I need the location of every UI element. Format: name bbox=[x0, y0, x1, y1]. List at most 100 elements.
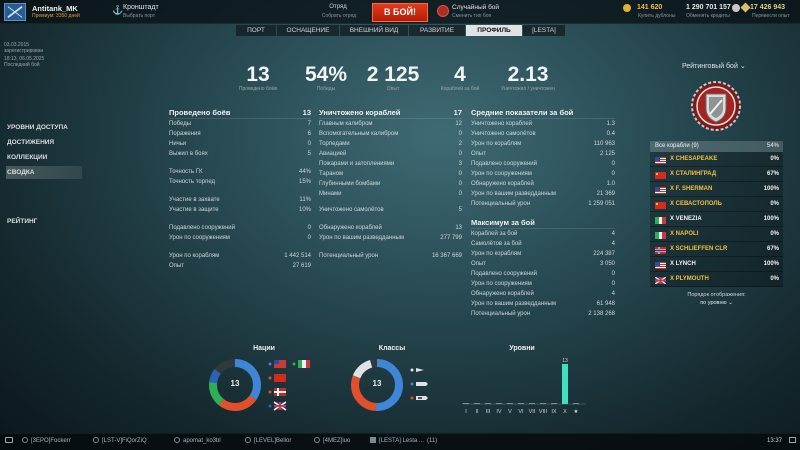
stat-label: Урон по сооружениям bbox=[471, 171, 532, 177]
ship-row[interactable]: X PLYMOUTH 0% bbox=[650, 272, 783, 287]
sort-dropdown[interactable]: по уровню ⌄ bbox=[650, 300, 783, 306]
ship-winrate: 0% bbox=[770, 156, 779, 162]
ship-winrate: 0% bbox=[770, 276, 779, 282]
level-tick-label: V bbox=[508, 409, 512, 415]
battle-mode-icon[interactable] bbox=[437, 5, 449, 17]
ship-winrate: 67% bbox=[766, 246, 779, 252]
tab-profile[interactable]: ПРОФИЛЬ bbox=[466, 25, 522, 36]
ship-row[interactable]: X F. SHERMAN 100% bbox=[650, 182, 783, 197]
credits-icon bbox=[732, 4, 740, 12]
main-tabs: ПОРТ ОСНАЩЕНИЕ ВНЕШНИЙ ВИД РАЗВИТИЕ ПРОФ… bbox=[236, 25, 566, 37]
tab-development[interactable]: РАЗВИТИЕ bbox=[409, 25, 465, 36]
chat-icon[interactable] bbox=[5, 437, 13, 443]
battle-mode-title[interactable]: Случайный бой bbox=[452, 4, 500, 11]
player-name[interactable]: Antitank_MK bbox=[32, 4, 78, 13]
free-xp-sub[interactable]: Перевести опыт bbox=[752, 13, 790, 19]
stat-label: Опыт bbox=[471, 151, 486, 157]
stat-value: 0 bbox=[611, 171, 615, 177]
ships-header[interactable]: Все корабли (9) 54% bbox=[650, 141, 783, 152]
battle-button[interactable]: В БОЙ! bbox=[372, 3, 428, 22]
destroyed-title-value: 17 bbox=[453, 108, 462, 117]
ship-row[interactable]: X SCHLIEFFEN CLR 67% bbox=[650, 242, 783, 257]
stat-value: 21 369 bbox=[596, 191, 615, 197]
ship-winrate: 100% bbox=[763, 261, 779, 267]
stat-label: Урон по вашим разведданным bbox=[471, 301, 556, 307]
summary-xp-value: 2 125 bbox=[366, 63, 420, 86]
averages-table: Уничтожено кораблей 1.3 Уничтожено самолёт… bbox=[471, 120, 615, 210]
stat-value: 0 bbox=[307, 235, 311, 241]
stat-value: 224 387 bbox=[593, 251, 615, 257]
stat-value: 12 bbox=[455, 121, 462, 127]
stat-value: 0 bbox=[611, 271, 615, 277]
free-xp-value[interactable]: 17 426 943 bbox=[750, 4, 786, 11]
ship-list: X CHESAPEAKE 0% X СТАЛИНГРАД 67% X F. SHERMA… bbox=[650, 152, 783, 287]
summary-battles-value: 13 bbox=[246, 63, 270, 86]
stat-value: 3 bbox=[458, 161, 462, 167]
stat-value: 0 bbox=[458, 171, 462, 177]
menu-access-levels[interactable]: УРОВНИ ДОСТУПА bbox=[7, 124, 68, 131]
credits-value[interactable]: 1 290 701 157 bbox=[686, 4, 731, 11]
port-select-label[interactable]: Выбрать порт bbox=[123, 13, 155, 19]
stat-label: Пожарами и затоплениями bbox=[319, 161, 395, 167]
ranked-battle-dropdown[interactable]: Рейтинговый бой ⌄ bbox=[682, 62, 746, 70]
port-name[interactable]: Кронштадт bbox=[123, 4, 159, 11]
stat-value: 2 125 bbox=[599, 151, 615, 157]
stat-value: 0 bbox=[458, 151, 462, 157]
stat-label: Подавлено сооружений bbox=[169, 225, 236, 231]
ship-row[interactable]: X VENEZIA 100% bbox=[650, 212, 783, 227]
menu-summary[interactable]: СВОДКА bbox=[6, 166, 82, 179]
level-tick-label: X bbox=[563, 409, 567, 415]
stat-value: 110 963 bbox=[593, 141, 615, 147]
ship-row[interactable]: X NAPOLI 0% bbox=[650, 227, 783, 242]
stat-label: Опыт bbox=[169, 263, 184, 269]
player-flag-icon[interactable] bbox=[4, 3, 26, 21]
stat-value: 0.4 bbox=[606, 131, 615, 137]
stat-value: 0 bbox=[458, 131, 462, 137]
stat-value: 0 bbox=[458, 181, 462, 187]
stat-value: 0 bbox=[307, 141, 311, 147]
stat-label: Участие в защите bbox=[169, 207, 219, 213]
chat-count: (11) bbox=[427, 438, 438, 444]
ships-header-label: Все корабли (9) bbox=[655, 143, 699, 149]
menu-rating[interactable]: РЕЙТИНГ bbox=[7, 218, 38, 225]
level-tick-label: II bbox=[475, 409, 479, 415]
chat-clan[interactable]: [LESTA] Lesta ... bbox=[379, 438, 424, 444]
stat-label: Кораблей за бой bbox=[471, 231, 518, 237]
ship-row[interactable]: X СЕВАСТОПОЛЬ 0% bbox=[650, 197, 783, 212]
stat-label: Торпедами bbox=[319, 141, 350, 147]
ship-row[interactable]: X СТАЛИНГРАД 67% bbox=[650, 167, 783, 182]
flag-it-icon bbox=[655, 231, 666, 239]
chevron-down-icon: ⌄ bbox=[739, 63, 746, 70]
menu-collections[interactable]: КОЛЛЕКЦИИ bbox=[7, 154, 48, 161]
stat-label: Главным калибром bbox=[319, 121, 373, 127]
doubloons-value[interactable]: 141 620 bbox=[637, 4, 663, 11]
chat-contact[interactable]: [LEVEL]Belior bbox=[254, 438, 292, 444]
ship-row[interactable]: X CHESAPEAKE 0% bbox=[650, 152, 783, 167]
stat-value: 16 367 669 bbox=[431, 253, 462, 259]
nations-center-value: 13 bbox=[230, 379, 240, 388]
stat-value: 1 259 051 bbox=[588, 201, 615, 207]
stat-value: 5 bbox=[307, 151, 311, 157]
ship-row[interactable]: X LYNCH 100% bbox=[650, 257, 783, 272]
tab-port[interactable]: ПОРТ bbox=[236, 25, 276, 36]
tab-equipment[interactable]: ОСНАЩЕНИЕ bbox=[277, 25, 339, 36]
credits-sub[interactable]: Обменять кредиты bbox=[686, 13, 730, 19]
squad-button[interactable]: Отряд bbox=[329, 4, 347, 10]
chat-contact[interactable]: [LST-V]FiQorZiQ bbox=[102, 438, 147, 444]
chat-contact[interactable]: [4MEZ]iuo bbox=[323, 438, 351, 444]
stat-label: Потенциальный урон bbox=[471, 201, 531, 207]
tab-clan[interactable]: [LESTA] bbox=[523, 25, 565, 36]
divider bbox=[319, 118, 462, 119]
stat-value: 6 bbox=[307, 131, 311, 137]
stat-label: Выжил в боях bbox=[169, 151, 208, 157]
last-battle-label: Последний бой bbox=[4, 62, 40, 68]
doubloons-sub[interactable]: Купить дублоны bbox=[638, 13, 676, 19]
tab-exterior[interactable]: ВНЕШНИЙ ВИД bbox=[340, 25, 408, 36]
level-tick-label: VIII bbox=[539, 409, 548, 415]
chat-contact[interactable]: apomat_ko3bl bbox=[183, 438, 221, 444]
chat-contact[interactable]: [3EPO]Fockerr bbox=[31, 438, 71, 444]
level-tick-label: IV bbox=[496, 409, 502, 415]
menu-achievements[interactable]: ДОСТИЖЕНИЯ bbox=[7, 139, 55, 146]
last-battle-date: 18:13, 06.05.2025 bbox=[4, 56, 45, 62]
notifications-icon[interactable] bbox=[789, 437, 796, 443]
